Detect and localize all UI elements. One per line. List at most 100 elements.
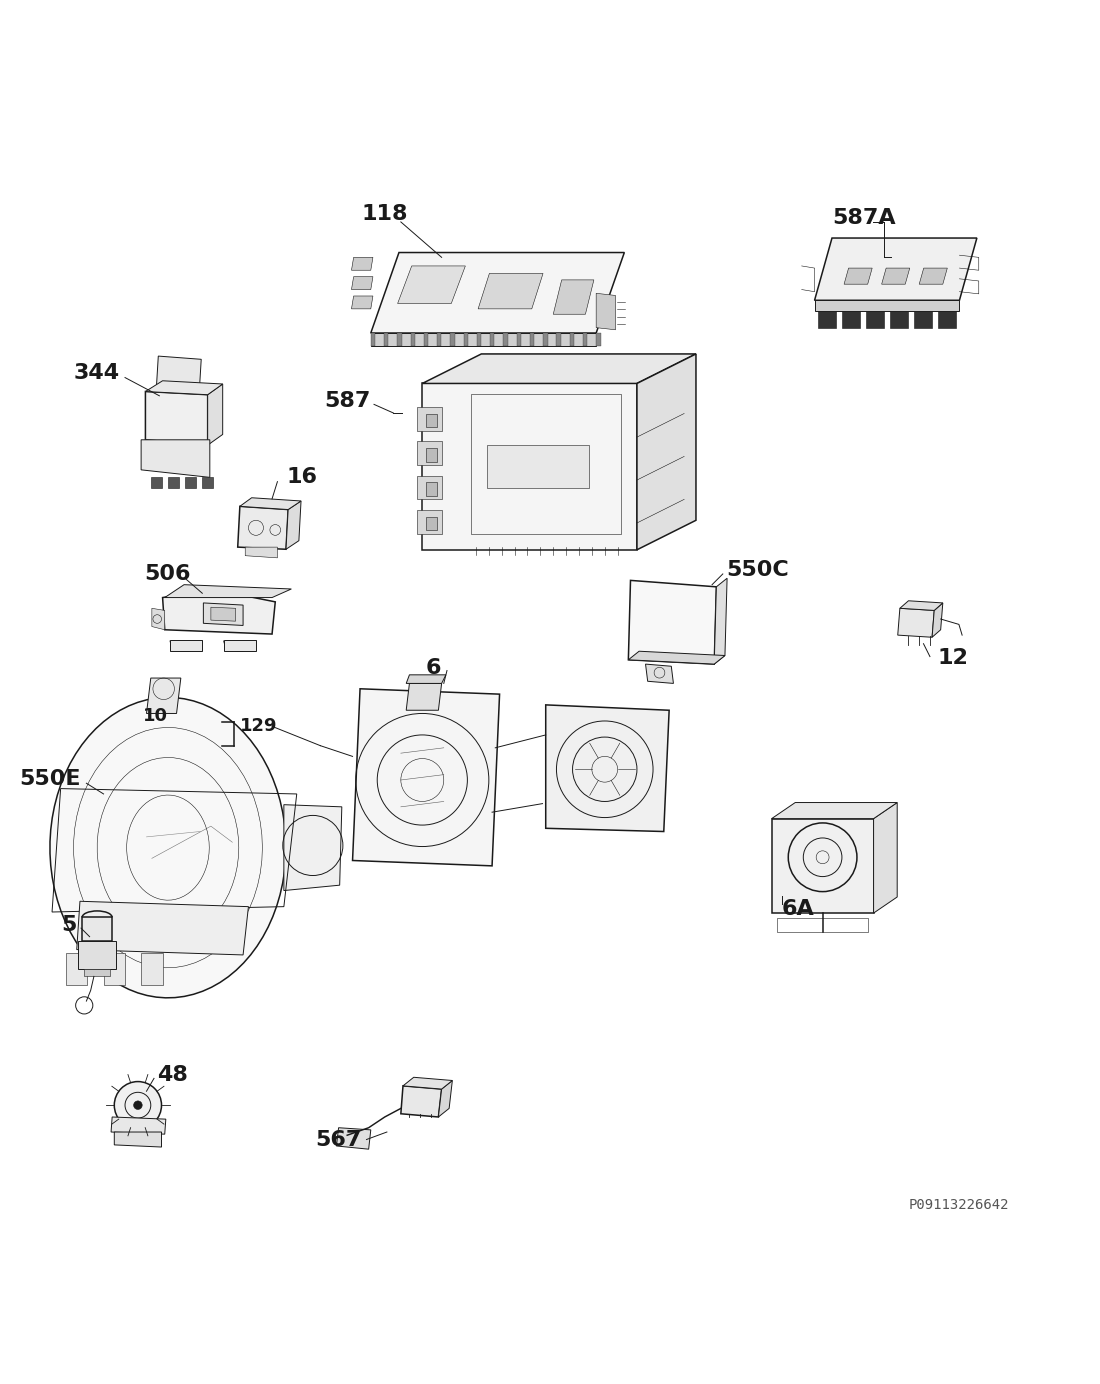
Polygon shape (371, 334, 596, 346)
Polygon shape (400, 1086, 441, 1117)
Polygon shape (50, 698, 286, 998)
Polygon shape (815, 238, 977, 300)
Text: 506: 506 (145, 563, 191, 584)
Polygon shape (898, 609, 934, 637)
Text: 12: 12 (937, 648, 968, 667)
Polygon shape (422, 383, 637, 549)
Text: 550E: 550E (20, 770, 81, 789)
Polygon shape (410, 334, 415, 346)
Polygon shape (920, 268, 947, 284)
Polygon shape (417, 441, 441, 465)
Polygon shape (352, 689, 499, 866)
Polygon shape (890, 311, 909, 328)
Polygon shape (450, 334, 454, 346)
Polygon shape (152, 609, 165, 630)
Polygon shape (403, 1077, 452, 1089)
Polygon shape (583, 334, 587, 346)
Text: 550C: 550C (726, 559, 789, 580)
Polygon shape (844, 268, 872, 284)
Polygon shape (284, 804, 342, 890)
Polygon shape (817, 311, 836, 328)
Polygon shape (114, 1132, 162, 1147)
Polygon shape (426, 414, 438, 428)
Text: 6A: 6A (782, 898, 815, 919)
Polygon shape (646, 664, 673, 684)
Polygon shape (211, 608, 235, 621)
Polygon shape (426, 516, 438, 530)
Polygon shape (66, 952, 88, 985)
Polygon shape (491, 334, 495, 346)
Polygon shape (337, 1128, 371, 1149)
Polygon shape (204, 603, 243, 626)
Polygon shape (185, 477, 196, 489)
Text: 16: 16 (286, 468, 317, 487)
Polygon shape (422, 354, 696, 383)
Polygon shape (543, 334, 548, 346)
Polygon shape (151, 477, 162, 489)
Polygon shape (78, 941, 117, 969)
Polygon shape (156, 392, 199, 410)
Polygon shape (771, 819, 873, 913)
Polygon shape (77, 901, 249, 955)
Polygon shape (170, 641, 202, 652)
Polygon shape (628, 652, 725, 664)
Text: 587: 587 (324, 392, 371, 411)
Polygon shape (417, 511, 441, 534)
Polygon shape (103, 952, 125, 985)
Polygon shape (842, 311, 860, 328)
Polygon shape (914, 311, 933, 328)
Polygon shape (426, 448, 438, 462)
Polygon shape (938, 311, 956, 328)
Polygon shape (628, 580, 716, 664)
Text: 48: 48 (157, 1066, 188, 1085)
Polygon shape (384, 334, 388, 346)
Polygon shape (165, 584, 292, 598)
Polygon shape (397, 266, 465, 303)
Polygon shape (424, 334, 428, 346)
Polygon shape (223, 641, 256, 652)
Polygon shape (371, 252, 625, 334)
Polygon shape (476, 334, 481, 346)
Polygon shape (202, 477, 213, 489)
Circle shape (114, 1081, 162, 1129)
Polygon shape (815, 300, 959, 311)
Polygon shape (714, 579, 727, 664)
Polygon shape (881, 268, 910, 284)
Text: 118: 118 (362, 205, 408, 224)
Polygon shape (286, 501, 301, 549)
Polygon shape (596, 334, 601, 346)
Polygon shape (163, 591, 275, 634)
Text: 344: 344 (74, 363, 120, 383)
Text: 5: 5 (62, 915, 77, 934)
Polygon shape (486, 446, 588, 489)
Polygon shape (168, 477, 178, 489)
Polygon shape (146, 678, 180, 714)
Polygon shape (932, 603, 943, 637)
Polygon shape (111, 1117, 166, 1133)
Text: 567: 567 (315, 1129, 361, 1150)
Polygon shape (141, 440, 210, 477)
Polygon shape (406, 684, 441, 710)
Polygon shape (478, 274, 543, 309)
Polygon shape (557, 334, 561, 346)
Polygon shape (570, 334, 574, 346)
Polygon shape (873, 803, 898, 913)
Polygon shape (439, 1081, 452, 1117)
Polygon shape (82, 918, 112, 941)
Polygon shape (596, 293, 616, 329)
Polygon shape (238, 507, 288, 549)
Polygon shape (866, 311, 884, 328)
Polygon shape (900, 601, 943, 610)
Polygon shape (245, 547, 277, 558)
Polygon shape (352, 257, 373, 270)
Polygon shape (517, 334, 521, 346)
Polygon shape (145, 392, 208, 446)
Circle shape (133, 1100, 142, 1110)
Polygon shape (85, 969, 110, 976)
Polygon shape (637, 354, 696, 549)
Polygon shape (406, 675, 446, 684)
Polygon shape (352, 277, 373, 289)
Polygon shape (371, 334, 375, 346)
Polygon shape (553, 280, 594, 314)
Polygon shape (141, 952, 163, 985)
